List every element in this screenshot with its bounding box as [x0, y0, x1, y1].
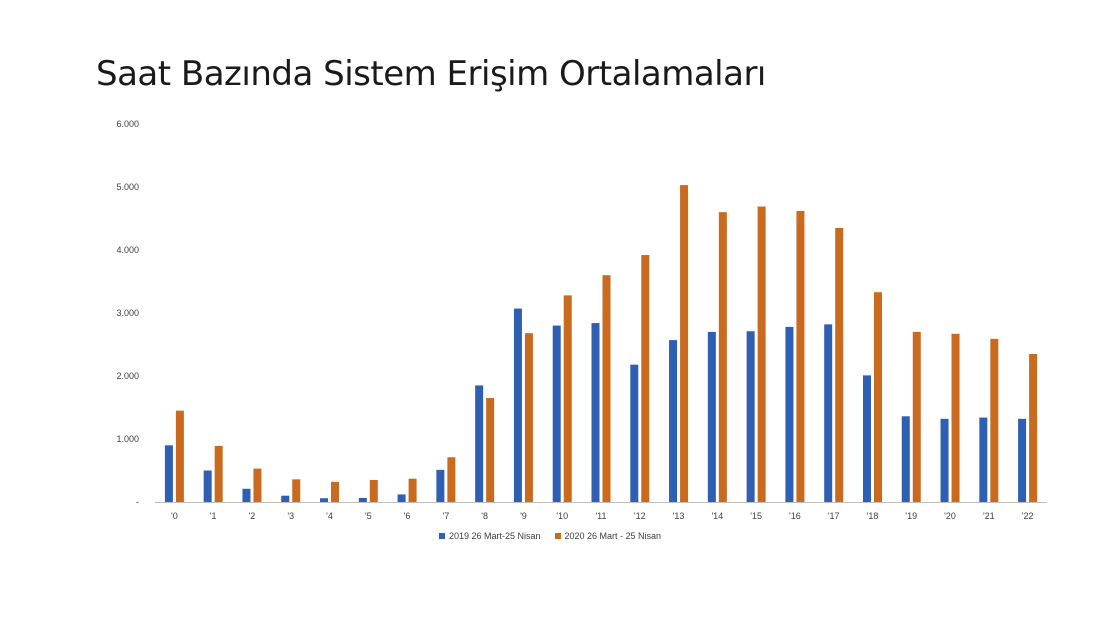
bar-2020-7: [447, 457, 456, 502]
x-tick-label: '11: [595, 511, 606, 521]
bar-2019-9: [513, 308, 522, 502]
bar-2020-3: [292, 479, 301, 502]
x-tick-label: '21: [983, 511, 995, 521]
bar-2019-7: [436, 469, 445, 502]
x-tick-label: '4: [326, 511, 333, 521]
bar-2020-16: [796, 210, 805, 502]
bar-2019-0: [164, 445, 173, 502]
legend-label-2019: 2019 26 Mart-25 Nisan: [448, 531, 541, 541]
bar-2020-4: [331, 481, 340, 502]
bar-2020-8: [486, 398, 495, 502]
bar-2020-17: [835, 227, 844, 502]
y-tick-label: 3.000: [116, 308, 139, 318]
x-tick-label: '10: [556, 511, 568, 521]
x-tick-label: '19: [905, 511, 917, 521]
x-tick-label: '20: [944, 511, 956, 521]
x-tick-label: '0: [171, 511, 178, 521]
bar-2020-18: [873, 292, 882, 502]
legend-item-2019: 2019 26 Mart-25 Nisan: [438, 531, 541, 541]
legend-swatch-2019: [438, 533, 445, 539]
x-tick-label: '8: [481, 511, 488, 521]
x-tick-label: '13: [673, 511, 685, 521]
x-tick-label: '2: [249, 511, 256, 521]
bar-2020-11: [602, 275, 611, 502]
y-tick-label: 4.000: [116, 245, 139, 255]
bar-2020-20: [951, 333, 960, 502]
x-tick-label: '12: [634, 511, 646, 521]
x-tick-label: '16: [789, 511, 801, 521]
bar-2020-0: [175, 410, 184, 502]
bar-2019-15: [746, 331, 755, 502]
bar-2020-21: [990, 338, 999, 502]
x-tick-label: '15: [750, 511, 762, 521]
legend-item-2020: 2020 26 Mart - 25 Nisan: [554, 531, 662, 541]
y-tick-label: 6.000: [116, 119, 139, 129]
x-tick-label: '14: [711, 511, 723, 521]
x-tick-label: '1: [210, 511, 217, 521]
y-tick-label: 2.000: [116, 371, 139, 381]
bar-2019-13: [669, 340, 678, 502]
x-tick-label: '17: [828, 511, 840, 521]
legend-label-2020: 2020 26 Mart - 25 Nisan: [564, 531, 662, 541]
bar-2020-22: [1029, 353, 1038, 502]
x-tick-label: '9: [520, 511, 527, 521]
bar-2019-14: [707, 331, 716, 502]
bar-2020-19: [912, 331, 921, 502]
x-tick-label: '6: [404, 511, 411, 521]
bar-2020-13: [680, 185, 689, 503]
y-tick-label: -: [136, 497, 139, 507]
bar-2020-5: [369, 479, 378, 502]
bar-2019-6: [397, 494, 406, 502]
x-tick-label: '3: [287, 511, 294, 521]
bar-2019-18: [862, 375, 871, 502]
bar-2020-9: [524, 333, 533, 502]
slide-title: Saat Bazında Sistem Erişim Ortalamaları: [96, 54, 766, 94]
legend-swatch-2020: [554, 533, 561, 539]
bar-2019-8: [475, 385, 484, 502]
bar-2020-6: [408, 478, 417, 502]
x-tick-label: '18: [867, 511, 879, 521]
bar-2020-2: [253, 468, 262, 502]
bar-2019-1: [203, 470, 212, 502]
bar-2019-11: [591, 323, 600, 502]
bar-2019-16: [785, 326, 794, 502]
y-tick-label: 1.000: [116, 434, 139, 444]
bar-2020-1: [214, 445, 223, 502]
bar-2019-12: [630, 364, 639, 502]
bar-2019-4: [320, 498, 329, 502]
y-tick-label: 5.000: [116, 182, 139, 192]
bar-2019-3: [281, 495, 290, 502]
chart-legend: 2019 26 Mart-25 Nisan 2020 26 Mart - 25 …: [0, 531, 1100, 541]
bar-2020-12: [641, 255, 650, 502]
bar-2019-21: [979, 417, 988, 502]
bar-2019-20: [940, 418, 949, 502]
bar-2019-19: [901, 416, 910, 502]
x-tick-label: '7: [443, 511, 450, 521]
bar-2019-22: [1018, 418, 1027, 502]
bar-2019-10: [552, 325, 561, 502]
bar-2019-5: [358, 497, 367, 502]
bar-2020-14: [718, 212, 727, 502]
bar-2019-17: [824, 324, 833, 502]
x-tick-label: '22: [1022, 511, 1034, 521]
x-tick-label: '5: [365, 511, 372, 521]
bar-2019-2: [242, 488, 251, 502]
bar-2020-10: [563, 295, 572, 502]
bar-2020-15: [757, 206, 766, 502]
